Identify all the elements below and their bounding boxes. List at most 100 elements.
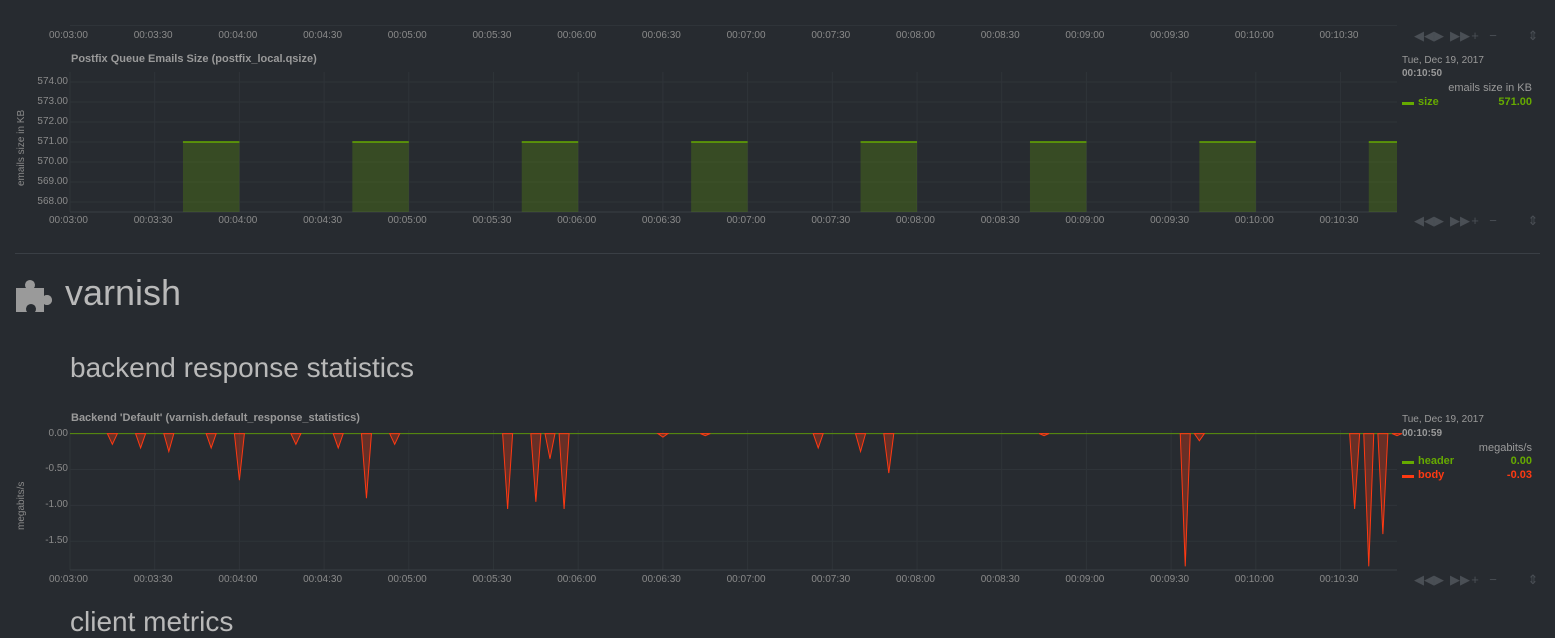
varnish-legend-body[interactable]: body -0.03 (1402, 469, 1532, 483)
x-tick-label: 00:05:30 (472, 574, 512, 585)
body-dip-mark (388, 433, 401, 446)
x-tick-label: 00:06:30 (641, 215, 681, 226)
x-tick-label: 00:10:30 (1319, 30, 1359, 41)
varnish-chart-title: Backend 'Default' (varnish.default_respo… (71, 412, 360, 424)
zoom-in-icon[interactable]: + (1471, 213, 1479, 228)
x-tick-label: 00:09:30 (1150, 215, 1190, 226)
postfix-chart-plot[interactable] (69, 72, 1397, 213)
body-dip-mark (883, 433, 895, 474)
body-dip-mark (134, 433, 147, 450)
postfix-legend-size[interactable]: size 571.00 (1402, 96, 1532, 110)
body-dip-mark (290, 433, 302, 446)
zoom-out-icon[interactable]: − (1489, 572, 1497, 587)
legend-series-name: header (1418, 455, 1455, 467)
varnish-chart-plot[interactable] (69, 430, 1403, 571)
legend-swatch (1402, 102, 1414, 105)
x-tick-label: 00:03:00 (49, 574, 88, 585)
body-dip-mark (1363, 433, 1375, 567)
x-tick-label: 00:05:00 (387, 30, 427, 41)
postfix-legend-date: Tue, Dec 19, 2017 (1402, 55, 1484, 66)
x-tick-label: 00:08:00 (896, 574, 935, 585)
body-dip-mark (544, 433, 556, 459)
y-tick-label: -1.50 (45, 535, 68, 547)
body-dip-mark (332, 433, 344, 450)
play-icon[interactable]: ▶ (1434, 213, 1444, 228)
y-tick-label: 573.00 (37, 96, 68, 107)
fast-forward-icon[interactable]: ▶▶ (1450, 572, 1470, 587)
subsection-title: backend response statistics (70, 352, 414, 383)
size-area-mark (1199, 142, 1256, 212)
x-tick-label: 00:09:00 (1065, 574, 1105, 585)
legend-series-name: body (1418, 469, 1445, 481)
y-tick-label: 571.00 (37, 136, 68, 147)
size-area-mark (1029, 142, 1087, 212)
x-tick-label: 00:08:30 (980, 215, 1020, 226)
x-tick-label: 00:08:30 (980, 574, 1020, 585)
size-area-mark (521, 142, 579, 212)
zoom-in-icon[interactable]: + (1471, 28, 1479, 43)
resize-icon[interactable]: ⇕ (1527, 213, 1539, 228)
zoom-in-icon[interactable]: + (1471, 572, 1479, 587)
x-tick-label: 00:06:00 (557, 574, 597, 585)
x-tick-label: 00:07:00 (726, 30, 766, 41)
y-tick-label: 572.00 (37, 116, 68, 127)
y-tick-label: 574.00 (37, 76, 68, 87)
body-dip-mark (502, 433, 514, 510)
y-tick-label: 568.00 (37, 196, 68, 207)
body-dip-mark (1349, 433, 1361, 510)
resize-icon[interactable]: ⇕ (1527, 28, 1539, 43)
x-tick-label: 00:03:30 (133, 30, 173, 41)
fast-forward-icon[interactable]: ▶▶ (1450, 28, 1470, 43)
x-tick-label: 00:10:30 (1319, 215, 1359, 226)
body-dip-mark (163, 433, 175, 454)
play-icon[interactable]: ▶ (1434, 28, 1444, 43)
rewind-icon[interactable]: ◀◀ (1414, 572, 1434, 587)
rewind-icon[interactable]: ◀◀ (1414, 213, 1434, 228)
body-dip-mark (1391, 433, 1403, 437)
x-tick-label: 00:06:00 (557, 30, 597, 41)
x-tick-label: 00:07:30 (811, 215, 851, 226)
fast-forward-icon[interactable]: ▶▶ (1450, 213, 1470, 228)
postfix-legend-time: 00:10:50 (1402, 68, 1443, 79)
legend-series-value: -0.03 (1506, 469, 1532, 481)
zoom-out-icon[interactable]: − (1489, 213, 1497, 228)
body-dip-mark (854, 433, 867, 454)
varnish-legend-header[interactable]: header 0.00 (1402, 455, 1532, 469)
postfix-chart-title: Postfix Queue Emails Size (postfix_local… (71, 53, 317, 65)
size-area-mark (1368, 142, 1397, 212)
body-dip-mark (1038, 433, 1050, 437)
x-tick-label: 00:05:00 (387, 574, 427, 585)
x-tick-label: 00:03:30 (133, 574, 173, 585)
x-tick-label: 00:10:30 (1319, 574, 1359, 585)
size-area-mark (691, 142, 748, 212)
x-tick-label: 00:04:00 (218, 215, 258, 226)
x-tick-label: 00:04:30 (303, 215, 343, 226)
next-section-title-partial: client metrics (70, 606, 234, 637)
x-tick-label: 00:07:00 (726, 215, 766, 226)
size-area-mark (182, 142, 240, 212)
x-tick-label: 00:05:30 (472, 30, 512, 41)
x-tick-label: 00:04:30 (303, 30, 343, 41)
legend-series-name: size (1418, 96, 1439, 108)
zoom-out-icon[interactable]: − (1489, 28, 1497, 43)
x-tick-label: 00:09:00 (1065, 215, 1105, 226)
play-icon[interactable]: ▶ (1434, 572, 1444, 587)
size-area-mark (352, 142, 409, 212)
y-tick-label: -0.50 (45, 463, 68, 475)
body-dip-mark (656, 433, 670, 438)
legend-swatch (1402, 461, 1414, 464)
body-dip-mark (360, 433, 372, 499)
body-dip-mark (1377, 433, 1389, 535)
resize-icon[interactable]: ⇕ (1527, 572, 1539, 587)
y-tick-label: 569.00 (37, 176, 68, 187)
rewind-icon[interactable]: ◀◀ (1414, 28, 1434, 43)
varnish-legend-date: Tue, Dec 19, 2017 (1402, 414, 1484, 425)
top-chart-controls: ◀◀ ▶ ▶▶ + − ⇕ (1414, 29, 1540, 42)
x-tick-label: 00:10:00 (1234, 30, 1274, 41)
x-tick-label: 00:03:00 (49, 215, 88, 226)
section-divider (15, 253, 1540, 254)
body-dip-mark (1193, 433, 1206, 442)
x-tick-label: 00:06:30 (641, 30, 681, 41)
top-axis-line (70, 25, 1397, 26)
body-dip-mark (558, 433, 570, 510)
